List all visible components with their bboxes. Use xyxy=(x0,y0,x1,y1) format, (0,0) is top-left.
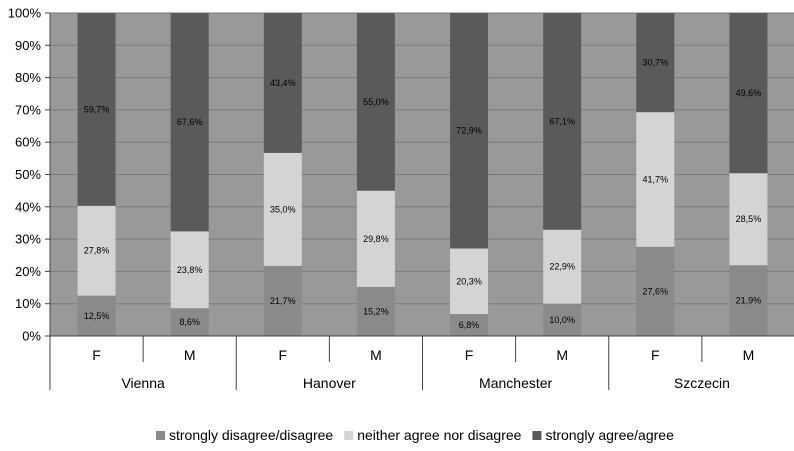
bar-segment xyxy=(77,13,116,206)
bar-segment xyxy=(356,286,395,336)
data-label: 20,3% xyxy=(456,276,482,286)
group-label: Manchester xyxy=(479,375,552,391)
y-tick-label: 0% xyxy=(22,329,41,344)
legend-swatch xyxy=(344,431,354,440)
legend-swatch xyxy=(156,431,165,440)
group-label: Szczecin xyxy=(674,375,730,391)
bar-segment xyxy=(77,295,116,336)
y-axis: 0% 10% 20% 30% 40% 50% 60% 70% 80% 90% 100% xyxy=(8,6,51,344)
data-label: 21,7% xyxy=(270,296,296,306)
y-tick-label: 50% xyxy=(15,167,41,182)
bar-segment xyxy=(729,265,768,336)
data-label: 10,0% xyxy=(549,315,575,325)
legend-swatch xyxy=(532,431,542,440)
data-label: 21,9% xyxy=(736,296,762,306)
data-label: 23,8% xyxy=(177,265,203,275)
bar-segment xyxy=(77,205,116,296)
y-tick-label: 70% xyxy=(15,102,41,117)
group-label: Hanover xyxy=(303,375,356,391)
data-label: 43,4% xyxy=(270,78,296,88)
bar-segment xyxy=(450,248,489,315)
bar-segment xyxy=(636,112,675,247)
x-tick-label: M xyxy=(556,347,568,363)
data-label: 12,5% xyxy=(84,311,110,321)
bar-segment xyxy=(543,13,582,230)
legend-label: strongly agree/agree xyxy=(545,427,674,443)
x-tick-label: F xyxy=(92,347,101,363)
legend: strongly disagree/disagree neither agree … xyxy=(156,427,674,443)
bars xyxy=(77,13,768,336)
x-tick-label: M xyxy=(370,347,382,363)
x-tick-label: M xyxy=(184,347,196,363)
bar-segment xyxy=(170,231,209,309)
data-label: 22,9% xyxy=(549,262,575,272)
bar-segment xyxy=(263,152,302,266)
data-label: 55,0% xyxy=(363,97,389,107)
y-tick-label: 30% xyxy=(15,232,41,247)
data-label: 67,6% xyxy=(177,117,203,127)
y-tick-label: 80% xyxy=(15,70,41,85)
bar-segment xyxy=(263,265,302,336)
y-tick-label: 100% xyxy=(8,6,42,21)
bar-segment xyxy=(170,13,209,232)
bar-segment xyxy=(263,13,302,153)
data-label: 49,6% xyxy=(736,88,762,98)
bar-segment xyxy=(450,13,489,249)
x-tick-label: M xyxy=(743,347,755,363)
x-axis: F M F M F M F M Vienna Hanover Manchester Szczecin xyxy=(49,335,794,391)
bar-segment xyxy=(636,13,675,113)
bar-segment xyxy=(636,246,675,336)
y-tick-label: 60% xyxy=(15,135,41,150)
y-tick-label: 90% xyxy=(15,38,41,53)
data-label: 8,6% xyxy=(179,317,200,327)
bar-segment xyxy=(729,13,768,174)
bar-segment xyxy=(356,13,395,191)
bar-segment xyxy=(450,314,489,336)
x-tick-label: F xyxy=(651,347,660,363)
x-tick-label: F xyxy=(279,347,288,363)
bar-segment xyxy=(170,308,209,336)
y-tick-label: 40% xyxy=(15,199,41,214)
data-label: 41,7% xyxy=(643,175,669,185)
x-tick-label: F xyxy=(465,347,474,363)
data-label: 30,7% xyxy=(643,58,669,68)
data-labels: 12,5% 27,8% 59,7% 8,6% 23,8% 67,6% 21,7% 35,0% 4… xyxy=(84,58,761,330)
data-label: 29,8% xyxy=(363,234,389,244)
bar-segment xyxy=(543,229,582,304)
data-label: 28,5% xyxy=(736,214,762,224)
data-label: 27,6% xyxy=(643,286,669,296)
legend-label: strongly disagree/disagree xyxy=(169,427,333,443)
bar-segment xyxy=(543,303,582,336)
group-label: Vienna xyxy=(121,375,165,391)
data-label: 6,8% xyxy=(459,320,480,330)
data-label: 35,0% xyxy=(270,204,296,214)
data-label: 67,1% xyxy=(549,116,575,126)
legend-label: neither agree nor disagree xyxy=(357,427,521,443)
y-tick-label: 20% xyxy=(15,264,41,279)
data-label: 72,9% xyxy=(456,126,482,136)
data-label: 59,7% xyxy=(84,104,110,114)
data-label: 15,2% xyxy=(363,306,389,316)
y-tick-label: 10% xyxy=(15,296,41,311)
bar-segment xyxy=(729,173,768,266)
data-label: 27,8% xyxy=(84,246,110,256)
bar-segment xyxy=(356,190,395,287)
